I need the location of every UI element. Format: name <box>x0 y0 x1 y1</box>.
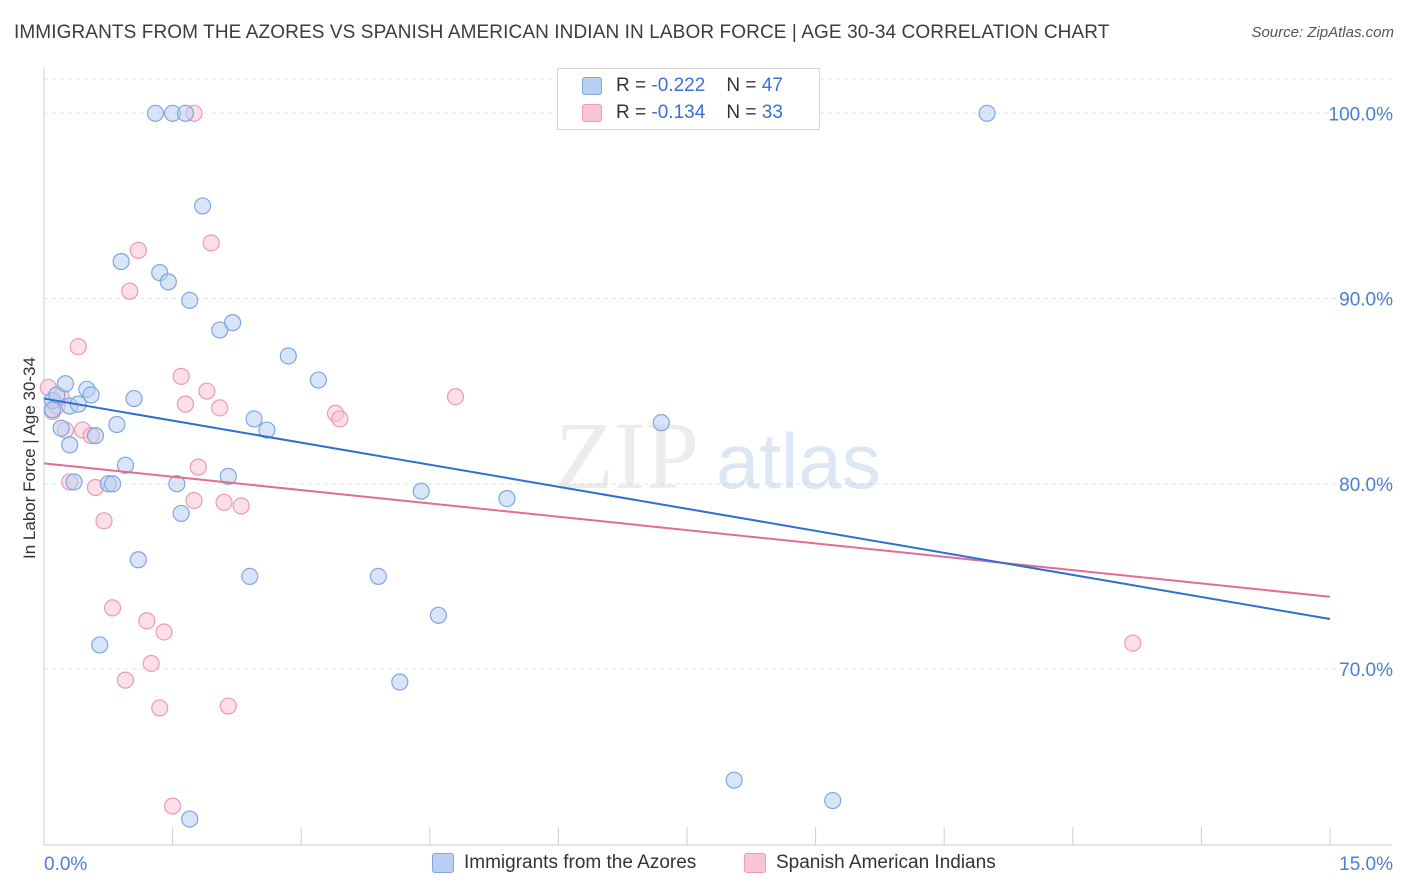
legend-r-value-azores: -0.222 <box>651 75 706 96</box>
point-azores <box>172 504 190 523</box>
point-spanish <box>142 654 160 673</box>
legend-n-label: N = <box>726 102 757 123</box>
point-azores <box>65 473 83 491</box>
legend-swatch-azores <box>582 77 602 95</box>
legend-r-value-spanish: -0.134 <box>651 102 706 123</box>
trend-line-azores <box>43 397 1331 620</box>
bottom-legend-swatch-spanish <box>744 853 766 873</box>
point-azores <box>194 197 212 215</box>
point-azores <box>52 419 70 437</box>
point-azores <box>86 427 105 445</box>
point-spanish <box>189 458 207 476</box>
point-spanish <box>185 491 203 510</box>
point-azores <box>211 321 229 339</box>
point-azores <box>176 104 195 122</box>
point-spanish <box>172 367 190 385</box>
point-azores <box>369 567 387 586</box>
watermark: ZIP atlas <box>555 402 881 509</box>
x-tick-label: 0.0% <box>44 854 87 875</box>
point-spanish <box>138 612 156 630</box>
y-tick-label: 100.0% <box>1329 104 1394 125</box>
trend-lines <box>43 397 1331 620</box>
point-azores <box>429 606 447 624</box>
point-spanish <box>219 697 237 715</box>
legend-r-label: R = <box>616 75 647 96</box>
y-tick-label: 80.0% <box>1339 475 1393 496</box>
legend-n-value-azores: 47 <box>761 75 783 96</box>
point-spanish <box>446 388 465 406</box>
bottom-legend-swatch-azores <box>432 853 454 873</box>
point-azores <box>61 436 79 454</box>
point-azores <box>978 104 996 122</box>
point-spanish <box>232 497 250 515</box>
bottom-legend-label-azores: Immigrants from the Azores <box>464 852 697 873</box>
point-azores <box>146 104 165 122</box>
x-tick-label: 15.0% <box>1339 854 1393 875</box>
y-axis-label: In Labor Force | Age 30-34 <box>20 357 39 559</box>
chart-title: IMMIGRANTS FROM THE AZORES VS SPANISH AM… <box>14 22 1110 43</box>
legend: R = -0.222 N = 47 R = -0.134 N = 33 <box>557 68 820 130</box>
point-spanish <box>198 382 216 400</box>
point-spanish <box>211 399 229 417</box>
point-azores <box>112 252 130 271</box>
trend-line-spanish <box>43 462 1331 598</box>
y-tick-label: 90.0% <box>1339 290 1393 311</box>
point-azores <box>129 551 147 569</box>
point-azores <box>652 414 670 432</box>
point-azores <box>56 375 75 393</box>
watermark-atlas: atlas <box>716 417 881 505</box>
point-azores <box>82 386 100 404</box>
point-azores <box>412 482 430 500</box>
point-azores <box>125 389 143 408</box>
point-spanish <box>331 410 349 428</box>
point-azores <box>108 415 126 434</box>
point-spanish <box>215 493 233 511</box>
point-azores <box>181 810 199 828</box>
point-azores <box>116 456 135 474</box>
point-azores <box>725 771 743 789</box>
bottom-legend-label-spanish: Spanish American Indians <box>776 852 996 873</box>
point-azores <box>245 410 263 428</box>
point-azores <box>103 475 122 493</box>
legend-n-value-spanish: 33 <box>761 102 783 123</box>
point-spanish <box>202 234 220 252</box>
point-spanish <box>69 338 87 356</box>
legend-swatch-spanish <box>582 104 602 122</box>
point-spanish <box>116 671 135 689</box>
y-tick-label: 70.0% <box>1339 660 1393 681</box>
axes <box>43 67 1392 846</box>
point-azores <box>168 475 186 493</box>
point-azores <box>159 273 177 291</box>
point-azores <box>824 791 842 810</box>
point-azores <box>391 673 409 691</box>
source-credit: Source: ZipAtlas.com <box>1251 24 1394 41</box>
point-spanish <box>164 797 182 815</box>
watermark-zip: ZIP <box>555 402 699 509</box>
point-spanish <box>129 241 147 259</box>
point-azores <box>498 490 516 508</box>
point-azores <box>279 347 297 365</box>
point-spanish <box>176 395 195 413</box>
point-spanish <box>121 282 139 300</box>
point-azores <box>258 421 276 439</box>
point-azores <box>224 314 242 332</box>
point-azores <box>181 291 199 309</box>
point-azores <box>43 401 62 419</box>
legend-n-label: N = <box>726 75 757 96</box>
point-azores <box>219 467 237 485</box>
legend-r-label: R = <box>616 102 647 123</box>
point-spanish <box>103 599 122 617</box>
point-spanish <box>151 699 169 717</box>
point-azores <box>91 636 109 654</box>
tick-labels: 70.0% 80.0% 90.0% 100.0% 0.0% 15.0% <box>44 104 1393 875</box>
point-spanish <box>1124 634 1142 652</box>
point-spanish <box>95 512 113 530</box>
point-azores <box>241 567 259 586</box>
point-spanish <box>155 623 173 641</box>
point-azores <box>309 371 327 389</box>
